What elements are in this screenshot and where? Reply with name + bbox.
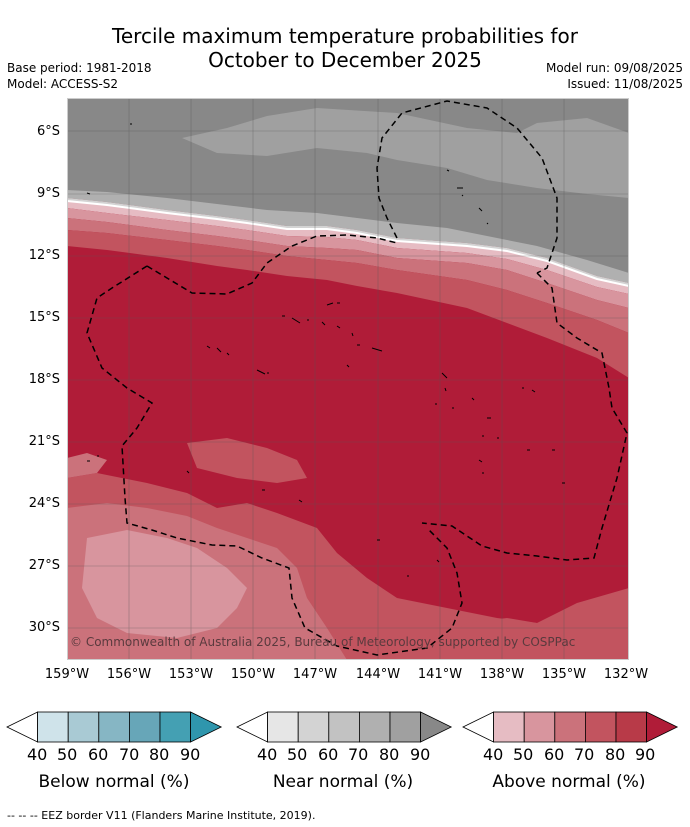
above-swatch-4	[585, 711, 617, 743]
lat-label-18s: 18°S	[28, 372, 60, 387]
lat-label-24s: 24°S	[28, 496, 60, 511]
eez-footnote: -- -- -- EEZ border V11 (Flanders Marine…	[7, 809, 316, 822]
below-swatch-high	[190, 711, 223, 743]
lon-label-159w: 159°W	[44, 667, 90, 682]
near-normal-band-70	[67, 190, 629, 283]
lat-label-6s: 6°S	[36, 124, 60, 139]
above-tick-50: 50	[513, 745, 534, 764]
above-swatch-2	[523, 711, 556, 743]
tercile-boundary	[67, 200, 629, 287]
eez-borders	[86, 100, 628, 656]
title-line-2: October to December 2025	[208, 48, 482, 72]
lon-label-150w: 150°W	[230, 667, 276, 682]
map-frame	[67, 98, 629, 660]
eez-west	[86, 265, 463, 656]
near-tick-70: 70	[348, 745, 369, 764]
near-swatch-5	[389, 711, 422, 743]
eez-east	[421, 272, 628, 561]
lon-label-156w: 156°W	[106, 667, 152, 682]
above-tick-70: 70	[574, 745, 595, 764]
probability-map	[67, 98, 629, 660]
above-tick-60: 60	[544, 745, 565, 764]
island-marks	[86, 123, 565, 577]
eez-north	[376, 100, 558, 274]
above-band-70	[67, 230, 629, 378]
map-title: Tercile maximum temperature probabilitie…	[0, 24, 690, 72]
below-swatch-low	[6, 711, 38, 743]
islands	[86, 123, 565, 577]
lon-label-132w: 132°W	[603, 667, 649, 682]
above-band-60	[67, 218, 629, 333]
near-swatch-2	[297, 711, 330, 743]
base-period-text: Base period: 1981-2018	[7, 61, 152, 75]
above-swatch-high	[646, 711, 679, 743]
near-swatch-low	[236, 711, 269, 743]
below-tick-80: 80	[149, 745, 170, 764]
near-swatch-1	[267, 711, 299, 743]
near-swatch-3	[328, 711, 360, 743]
map-gridlines	[67, 98, 629, 660]
near-swatch-4	[358, 711, 391, 743]
above-swatch-low	[462, 711, 495, 743]
above-band-40	[67, 201, 629, 294]
lon-label-153w: 153°W	[168, 667, 214, 682]
below-swatch-3	[98, 711, 130, 743]
below-swatch-4	[128, 711, 161, 743]
legend-above-title: Above normal (%)	[492, 772, 646, 792]
lon-label-144w: 144°W	[355, 667, 401, 682]
lon-label-147w: 147°W	[292, 667, 338, 682]
eez-north-inner	[146, 234, 398, 295]
above-tick-90: 90	[635, 745, 656, 764]
below-swatch-2	[67, 711, 100, 743]
legend-below-bar	[6, 711, 223, 743]
above-mid-70	[187, 438, 307, 483]
below-swatch-1	[37, 711, 69, 743]
below-tick-90: 90	[180, 745, 201, 764]
lat-label-30s: 30°S	[28, 620, 60, 635]
lat-label-27s: 27°S	[28, 558, 60, 573]
below-tick-70: 70	[119, 745, 140, 764]
above-east-70	[427, 618, 547, 660]
above-tick-40: 40	[483, 745, 504, 764]
above-band-50	[67, 208, 629, 308]
below-swatch-5	[159, 711, 192, 743]
meta-right: Model run: 09/08/2025 Issued: 11/08/2025	[546, 60, 683, 92]
near-tick-50: 50	[287, 745, 308, 764]
model-text: Model: ACCESS-S2	[7, 77, 119, 91]
issued-text: Issued: 11/08/2025	[567, 77, 683, 91]
near-tick-90: 90	[410, 745, 431, 764]
near-tick-60: 60	[318, 745, 339, 764]
copyright-text: © Commonwealth of Australia 2025, Bureau…	[70, 635, 576, 649]
above-west-60	[67, 453, 107, 478]
lon-label-141w: 141°W	[417, 667, 463, 682]
near-normal-light	[182, 108, 629, 198]
lon-label-138w: 138°W	[479, 667, 525, 682]
lat-label-15s: 15°S	[28, 310, 60, 325]
above-south-50	[82, 530, 247, 638]
lon-label-135w: 135°W	[541, 667, 587, 682]
legend-above-bar	[462, 711, 679, 743]
near-swatch-high	[420, 711, 453, 743]
below-tick-60: 60	[88, 745, 109, 764]
legend-colorbars	[6, 711, 679, 743]
lat-label-12s: 12°S	[28, 248, 60, 263]
lat-label-9s: 9°S	[36, 186, 60, 201]
above-swatch-1	[493, 711, 525, 743]
model-run-text: Model run: 09/08/2025	[545, 61, 683, 75]
below-tick-40: 40	[27, 745, 48, 764]
near-tick-40: 40	[257, 745, 278, 764]
legend-ticks: 40 50 60 70 80 90 40 50 60 70 80 90 40 5…	[0, 745, 690, 767]
legend-below-title: Below normal (%)	[38, 772, 190, 792]
legend-near-title: Near normal (%)	[272, 772, 414, 792]
legend-near-bar	[236, 711, 453, 743]
below-tick-50: 50	[57, 745, 78, 764]
lat-label-21s: 21°S	[28, 434, 60, 449]
above-tick-80: 80	[605, 745, 626, 764]
near-tick-80: 80	[379, 745, 400, 764]
meta-left: Base period: 1981-2018 Model: ACCESS-S2	[7, 60, 152, 92]
above-swatch-5	[615, 711, 648, 743]
above-swatch-3	[554, 711, 586, 743]
title-line-1: Tercile maximum temperature probabilitie…	[112, 24, 578, 48]
